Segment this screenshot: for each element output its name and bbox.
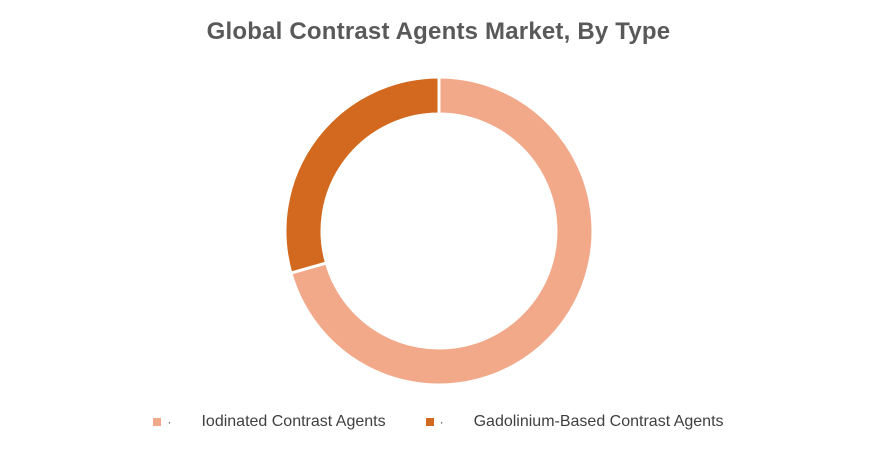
legend-label-iodinated: Iodinated Contrast Agents <box>201 413 386 430</box>
legend-bullet: · <box>439 415 444 429</box>
legend-label-gadolinium: Gadolinium-Based Contrast Agents <box>473 413 724 430</box>
legend-swatch-gadolinium <box>425 418 434 426</box>
legend-bullet: · <box>167 415 172 429</box>
donut-slice-iodinated <box>288 75 595 387</box>
chart-title: Global Contrast Agents Market, By Type <box>206 18 671 45</box>
legend: · Iodinated Contrast Agents · Gadolinium… <box>0 413 877 431</box>
donut-slice-gadolinium <box>283 75 441 275</box>
legend-item-iodinated: · Iodinated Contrast Agents <box>153 413 386 431</box>
legend-swatch-iodinated <box>153 418 162 426</box>
legend-item-gadolinium: · Gadolinium-Based Contrast Agents <box>425 413 724 431</box>
